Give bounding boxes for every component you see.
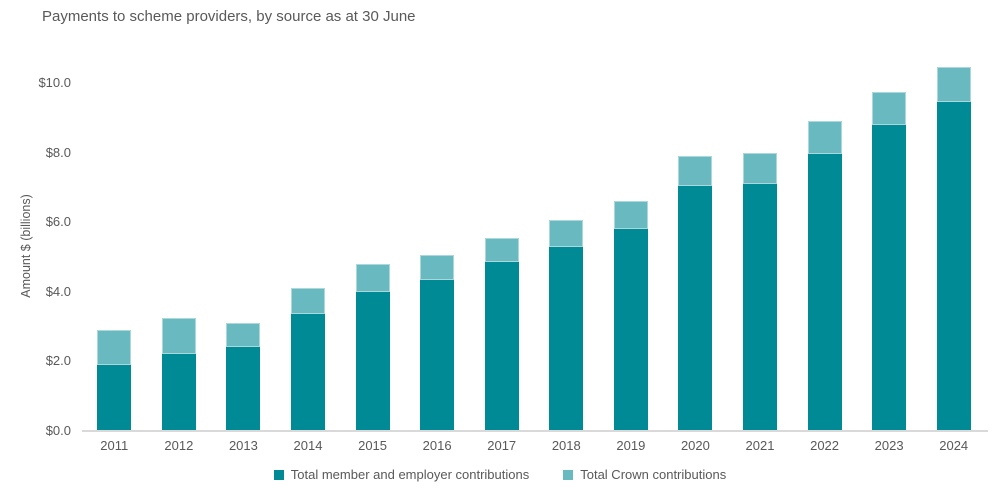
legend-swatch-icon [273, 469, 284, 480]
x-tick-label: 2020 [680, 438, 710, 453]
bar-segment-crown [97, 330, 132, 365]
bar-segment-member [226, 347, 261, 431]
bar-segment-crown [484, 237, 519, 263]
bar-segment-member [872, 124, 907, 431]
y-tick-label: $8.0 [45, 144, 71, 160]
x-tick-label: 2019 [616, 438, 646, 453]
legend-label: Total Crown contributions [580, 467, 727, 482]
bar-segment-crown [355, 263, 390, 292]
y-tick-label: $4.0 [45, 283, 71, 299]
x-axis-line [82, 430, 988, 432]
bar-segment-member [97, 364, 132, 431]
chart-title: Payments to scheme providers, by source … [42, 8, 416, 25]
bar-group-2016 [420, 255, 455, 431]
bar-segment-member [743, 183, 777, 431]
bar-segment-member [613, 229, 648, 431]
x-tick-label: 2016 [422, 438, 452, 453]
bar-segment-member [484, 262, 519, 431]
bar-group-2018 [549, 220, 584, 431]
bar-segment-crown [936, 67, 971, 103]
bar-segment-member [291, 314, 325, 431]
y-tick-label: $6.0 [45, 214, 71, 230]
legend: Total member and employer contributions T… [0, 467, 1000, 482]
bar-group-2017 [484, 237, 519, 431]
x-tick-label: 2013 [228, 438, 258, 453]
bar-group-2023 [872, 91, 907, 431]
bar-group-2024 [936, 67, 971, 431]
x-tick-label: 2024 [939, 438, 969, 453]
bar-segment-crown [872, 91, 907, 125]
bar-segment-crown [743, 152, 777, 184]
legend-swatch-icon [563, 469, 574, 480]
bar-group-2014 [291, 288, 325, 431]
bar-segment-crown [161, 317, 196, 355]
y-tick-label: $2.0 [45, 353, 71, 369]
bar-segment-crown [420, 255, 455, 280]
bar-group-2019 [613, 201, 648, 431]
legend-item-member: Total member and employer contributions [273, 467, 530, 482]
y-tick-label: $10.0 [38, 75, 71, 90]
x-tick-label: 2011 [100, 438, 129, 453]
x-tick-label: 2012 [164, 438, 194, 453]
x-tick-label: 2022 [810, 438, 840, 453]
y-tick-label: $0.0 [45, 423, 71, 438]
bar-segment-crown [291, 288, 325, 315]
x-tick-label: 2018 [551, 438, 581, 453]
bar-segment-member [549, 246, 584, 431]
bar-segment-crown [549, 220, 584, 247]
bar-group-2022 [807, 121, 842, 431]
bar-segment-crown [807, 121, 842, 155]
bar-segment-member [678, 185, 713, 431]
bar-group-2011 [97, 330, 132, 431]
x-tick-label: 2015 [358, 438, 388, 453]
x-tick-label: 2023 [874, 438, 904, 453]
bar-group-2020 [678, 156, 713, 431]
bar-segment-crown [226, 323, 261, 348]
bar-group-2013 [226, 323, 261, 431]
bar-segment-member [936, 102, 971, 431]
bar-segment-member [807, 154, 842, 431]
bar-segment-member [355, 291, 390, 431]
bar-group-2015 [355, 263, 390, 431]
bar-group-2012 [161, 317, 196, 431]
legend-label: Total member and employer contributions [290, 467, 530, 482]
bar-group-2021 [743, 152, 777, 431]
x-tick-label: 2014 [293, 438, 323, 453]
legend-item-crown: Total Crown contributions [563, 467, 726, 482]
bar-segment-member [161, 354, 196, 431]
x-tick-label: 2021 [745, 438, 775, 453]
x-tick-label: 2017 [487, 438, 517, 453]
bar-segment-crown [678, 156, 713, 186]
bar-segment-crown [613, 201, 648, 230]
bar-segment-member [420, 279, 455, 431]
